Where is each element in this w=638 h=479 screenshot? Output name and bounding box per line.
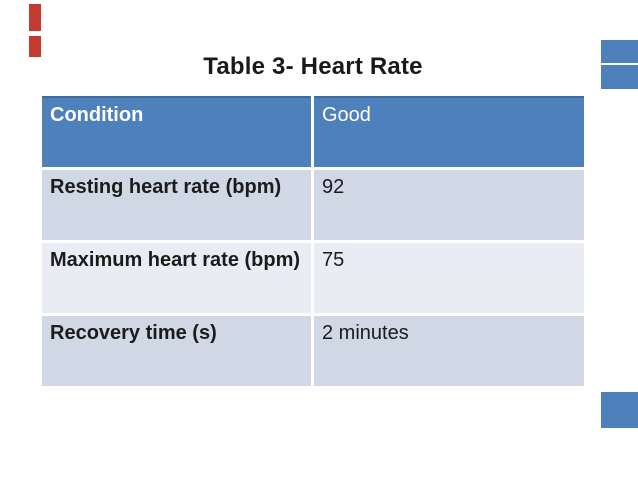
red-accent-bar-lower bbox=[29, 36, 41, 57]
header-cell-good: Good bbox=[314, 96, 584, 167]
blue-accent-bar-right-1 bbox=[601, 40, 638, 63]
red-accent-bar-top bbox=[29, 4, 41, 31]
row-value-resting-heart-rate: 92 bbox=[314, 170, 584, 240]
blue-accent-bar-right-2 bbox=[601, 65, 638, 89]
heart-rate-table: Condition Good Resting heart rate (bpm) … bbox=[42, 96, 584, 386]
row-label-resting-heart-rate: Resting heart rate (bpm) bbox=[42, 170, 311, 240]
slide-title: Table 3- Heart Rate bbox=[203, 53, 423, 80]
blue-accent-bar-right-bottom bbox=[601, 392, 638, 428]
row-value-recovery-time: 2 minutes bbox=[314, 316, 584, 386]
row-label-maximum-heart-rate: Maximum heart rate (bpm) bbox=[42, 243, 311, 313]
row-value-maximum-heart-rate: 75 bbox=[314, 243, 584, 313]
header-cell-condition: Condition bbox=[42, 96, 311, 167]
row-label-recovery-time: Recovery time (s) bbox=[42, 316, 311, 386]
